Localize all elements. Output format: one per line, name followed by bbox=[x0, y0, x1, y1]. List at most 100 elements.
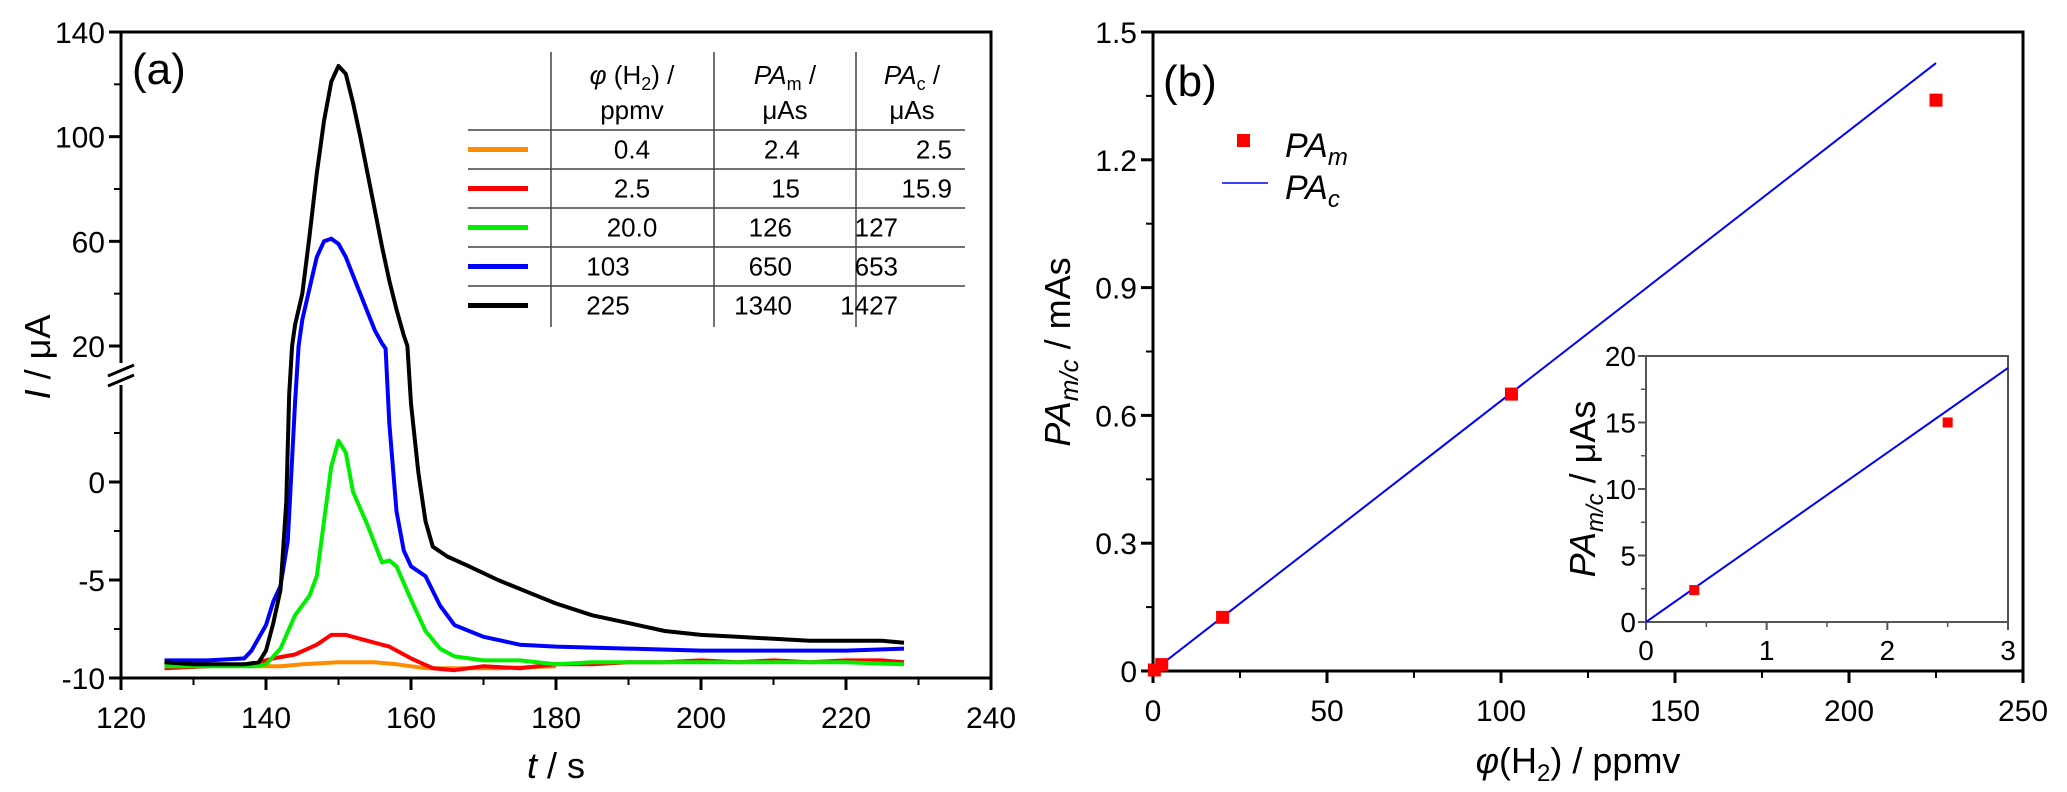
table-cell: 127 bbox=[855, 213, 898, 243]
inset-frame bbox=[1645, 355, 2009, 623]
x-tick-label: 120 bbox=[96, 702, 146, 735]
fit-line-pac bbox=[1152, 62, 1937, 672]
inset-y-tick-label: 0 bbox=[1620, 607, 1636, 638]
panel-b-legend: PAm PAc bbox=[1222, 127, 1348, 213]
data-point-pam bbox=[1504, 387, 1518, 401]
x-axis-title-tail: ) / ppmv bbox=[1550, 740, 1680, 781]
table-cell: 2.5 bbox=[614, 174, 650, 204]
inset-y-tick-label: 20 bbox=[1605, 341, 1636, 372]
y-axis-title-rest: / μA bbox=[17, 315, 58, 390]
panel-a-chart: (a) -10 -5 0 20 60 100 140 120 140 160 180 200 220 2… bbox=[17, 17, 1016, 786]
table-cell: 15 bbox=[771, 174, 800, 204]
inset-x-axis: 0 1 2 3 bbox=[1638, 622, 2016, 666]
table-header-line1: PAc / bbox=[884, 60, 941, 94]
table-cell: 2.5 bbox=[916, 135, 952, 165]
table-cell: 103 bbox=[586, 252, 629, 282]
legend-pam-sub: m bbox=[1328, 144, 1348, 171]
table-cell: 1340 bbox=[734, 291, 792, 321]
x-tick-label: 100 bbox=[1476, 695, 1526, 728]
x-tick-label: 240 bbox=[966, 702, 1016, 735]
y-tick-label: 0.6 bbox=[1095, 400, 1137, 433]
x-axis-title-italic: t bbox=[527, 745, 539, 786]
y-tick-label: 0.3 bbox=[1095, 528, 1137, 561]
panel-a-y-axis-title: I / μA bbox=[17, 315, 58, 400]
x-axis-title-sub: 2 bbox=[1537, 760, 1550, 787]
x-tick-label: 150 bbox=[1650, 695, 1700, 728]
panel-a-x-axis-title: t / s bbox=[527, 745, 585, 786]
x-tick-label: 180 bbox=[531, 702, 581, 735]
data-point-pam bbox=[1216, 610, 1230, 624]
x-tick-label: 250 bbox=[1998, 695, 2048, 728]
data-point-pam bbox=[1929, 93, 1943, 107]
inset-y-axis-title: PAm/c / μAs bbox=[1562, 401, 1609, 578]
panel-b-series bbox=[1147, 62, 1943, 677]
table-cell: 1427 bbox=[840, 291, 898, 321]
inset-fit-line-pac bbox=[1645, 367, 2009, 623]
y-tick-label: 1.5 bbox=[1095, 17, 1137, 50]
y-tick-label: 100 bbox=[55, 122, 105, 155]
y-axis-title-sub: m/c bbox=[1054, 359, 1084, 401]
table-cell: 126 bbox=[749, 213, 792, 243]
panel-a-frame bbox=[119, 30, 993, 680]
x-tick-label: 200 bbox=[676, 702, 726, 735]
inset-x-tick-label: 2 bbox=[1880, 635, 1896, 666]
inset-series bbox=[1645, 367, 2009, 623]
series-line-103-ppmv bbox=[164, 236, 905, 663]
table-header-line2: ppmv bbox=[600, 95, 664, 125]
inset-x-tick-label: 3 bbox=[2000, 635, 2016, 666]
inset-y-title-sub: m/c bbox=[1582, 493, 1609, 532]
legend-pam-main: PA bbox=[1285, 127, 1328, 165]
inset-y-title-pa: PA bbox=[1562, 532, 1603, 577]
inset-y-title-rest: / μAs bbox=[1562, 401, 1603, 494]
panel-b-y-axis: 0 0.3 0.6 0.9 1.2 1.5 bbox=[1095, 17, 1153, 689]
inset-x-tick-label: 0 bbox=[1638, 635, 1654, 666]
y-tick-label: 0 bbox=[1120, 656, 1137, 689]
table-cell: 225 bbox=[586, 291, 629, 321]
y-tick-label: 20 bbox=[72, 331, 105, 364]
table-cell: 653 bbox=[855, 252, 898, 282]
panel-b-y-axis-title: PAm/c / mAs bbox=[1037, 257, 1084, 446]
table-header-line2: μAs bbox=[889, 95, 934, 125]
x-axis-title-paren: (H bbox=[1499, 740, 1537, 781]
panel-a-series bbox=[164, 64, 905, 673]
table-cell: 20.0 bbox=[607, 213, 658, 243]
series-line-225-ppmv bbox=[164, 64, 905, 667]
y-axis-break-mark bbox=[100, 363, 144, 388]
panel-b-label: (b) bbox=[1163, 57, 1217, 106]
y-axis-title-italic: I bbox=[17, 389, 58, 399]
legend-marker-pam bbox=[1237, 134, 1250, 147]
inset-chart: 0 5 10 15 20 0 1 2 3 PAm/c / μAs bbox=[1562, 341, 2016, 666]
panel-a-label: (a) bbox=[132, 45, 186, 94]
legend-label-pam: PAm bbox=[1285, 127, 1348, 171]
panel-b-x-axis: 0 50 100 150 200 250 bbox=[1145, 671, 2048, 728]
y-tick-label: -5 bbox=[78, 565, 105, 598]
inset-x-tick-label: 1 bbox=[1759, 635, 1775, 666]
x-axis-title-rest: / s bbox=[537, 745, 585, 786]
y-tick-label: 0 bbox=[88, 467, 105, 500]
inset-data-point-pam bbox=[1942, 417, 1953, 428]
table-header-line1: φ (H2) / bbox=[590, 60, 676, 94]
series-line-20.0-ppmv bbox=[164, 438, 905, 669]
table-cell: 15.9 bbox=[901, 174, 952, 204]
inset-y-tick-label: 15 bbox=[1605, 408, 1636, 439]
y-axis-title-pa: PA bbox=[1037, 401, 1078, 446]
x-tick-label: 200 bbox=[1824, 695, 1874, 728]
legend-label-pac: PAc bbox=[1285, 169, 1340, 213]
y-tick-label: 60 bbox=[72, 226, 105, 259]
y-tick-label: -10 bbox=[62, 663, 105, 696]
panel-b-x-axis-title: φ(H2) / ppmv bbox=[1476, 740, 1681, 787]
panel-b-chart: (b) 00.30.60.91.21.5 0 50 100 150 200 250 PAm… bbox=[1037, 17, 2048, 787]
table-cell: 0.4 bbox=[614, 135, 650, 165]
x-tick-label: 220 bbox=[821, 702, 871, 735]
table-header-line2: μAs bbox=[762, 95, 807, 125]
panel-a-y-axis: -10 -5 0 20 60 100 140 bbox=[55, 17, 121, 696]
x-axis-title-phi: φ bbox=[1476, 740, 1499, 781]
x-tick-label: 160 bbox=[386, 702, 436, 735]
x-tick-label: 50 bbox=[1310, 695, 1343, 728]
legend-pac-main: PA bbox=[1285, 169, 1328, 207]
y-tick-label: 1.2 bbox=[1095, 145, 1137, 178]
table-cell: 2.4 bbox=[764, 135, 800, 165]
y-axis-title-rest: / mAs bbox=[1037, 257, 1078, 359]
